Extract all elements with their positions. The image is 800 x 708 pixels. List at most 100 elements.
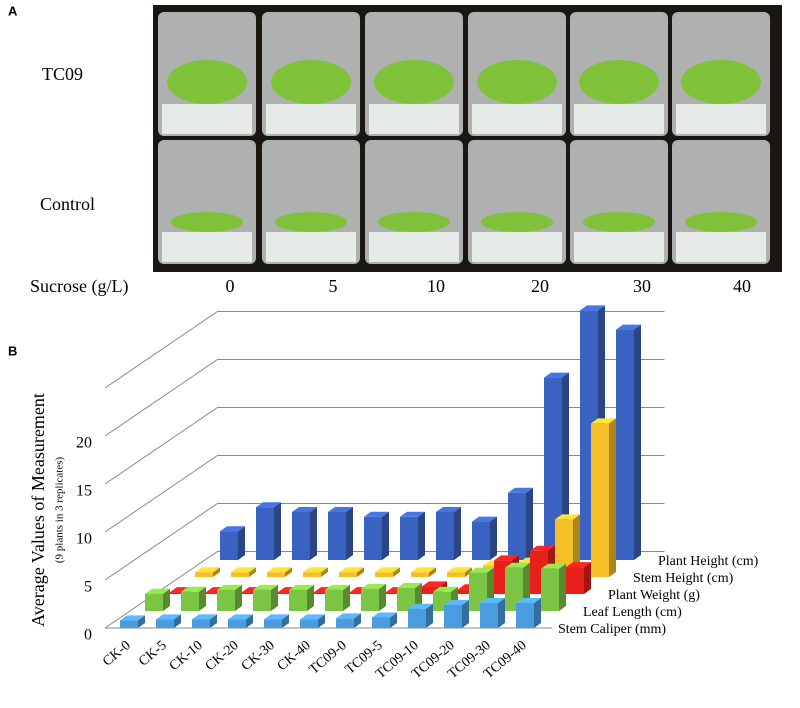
bar-top: [566, 562, 591, 568]
bar: [516, 603, 534, 628]
bar: [228, 619, 246, 628]
series-label: Plant Height (cm): [658, 554, 759, 569]
bar-side: [285, 567, 292, 577]
bar-top: [253, 584, 278, 590]
bar-side: [609, 418, 616, 577]
bar: [386, 592, 404, 594]
bar-side: [465, 567, 472, 577]
grid-line: [104, 455, 665, 533]
x-tick-label: CK-30: [239, 638, 278, 674]
bar: [170, 592, 188, 594]
x-value-label: 10: [427, 276, 445, 296]
bar-side: [559, 563, 566, 611]
bar-side: [357, 567, 364, 577]
x-tick-label: CK-10: [167, 638, 206, 674]
jar-medium: [162, 104, 252, 134]
bar-side: [490, 516, 497, 560]
y-axis-subtitle: (9 plants in 3 replicates): [54, 457, 66, 564]
bar-top: [292, 507, 317, 512]
bar-side: [199, 586, 206, 611]
jar-medium: [162, 232, 252, 262]
bar: [303, 572, 321, 577]
bar-side: [174, 614, 181, 628]
bar: [181, 591, 199, 611]
bar: [253, 589, 271, 611]
bar: [566, 567, 584, 594]
bar-top: [472, 516, 497, 522]
bar-top: [217, 584, 242, 590]
bar: [364, 516, 382, 560]
bar-top: [555, 514, 580, 520]
y-tick-label: 0: [84, 627, 92, 644]
bar: [267, 572, 285, 577]
grid-line: [104, 311, 665, 389]
bar-side: [426, 603, 433, 628]
bar: [447, 572, 465, 577]
jar-medium: [472, 232, 562, 262]
bar-top: [444, 599, 469, 605]
bar-side: [235, 584, 242, 611]
bar: [458, 589, 476, 594]
jar-medium: [266, 104, 356, 134]
bar: [195, 572, 213, 577]
plantlets: [681, 60, 761, 104]
x-tick-label: CK-20: [203, 638, 242, 674]
bar-side: [318, 614, 325, 628]
bar: [544, 377, 562, 560]
bar-top: [328, 507, 353, 512]
bar-side: [634, 324, 641, 560]
x-value-label: 30: [633, 276, 651, 296]
bar-side: [534, 598, 541, 628]
bar-top: [616, 324, 641, 330]
bar-top: [494, 555, 519, 561]
bar: [400, 516, 418, 560]
bar-top: [303, 567, 328, 573]
bar-top: [400, 511, 425, 517]
bar-side: [584, 562, 591, 594]
bar: [375, 572, 393, 577]
series-label: Leaf Length (cm): [583, 605, 682, 620]
bar-side: [310, 507, 317, 560]
bar: [217, 589, 235, 611]
plantlets: [271, 60, 351, 104]
bar: [264, 619, 282, 628]
grid-line: [104, 359, 665, 437]
plantlets: [275, 212, 347, 232]
bar: [555, 519, 573, 577]
x-value-label: 40: [733, 276, 751, 296]
bar-top: [541, 563, 566, 569]
plantlets: [477, 60, 557, 104]
bar-side: [462, 599, 469, 628]
bar: [314, 592, 332, 594]
y-tick-label: 10: [76, 531, 92, 548]
jar-medium: [266, 232, 356, 262]
x-tick-label: CK-5: [136, 638, 169, 669]
bar-side: [210, 614, 217, 628]
bar-top: [195, 567, 220, 573]
bar: [120, 620, 138, 628]
x-value-label: 20: [531, 276, 549, 296]
plantlets: [481, 212, 553, 232]
bar-side: [271, 584, 278, 611]
bar: [278, 592, 296, 594]
bar-top: [408, 603, 433, 609]
plantlets: [167, 60, 247, 104]
bar-top: [120, 615, 145, 621]
bar-side: [390, 612, 397, 628]
plantlets: [378, 212, 450, 232]
bar: [231, 572, 249, 577]
bar-side: [307, 584, 314, 611]
bar-top: [433, 586, 458, 592]
jar-medium: [676, 104, 766, 134]
jar-medium: [369, 104, 459, 134]
bar: [591, 423, 609, 577]
jar-medium: [676, 232, 766, 262]
bar-top: [256, 502, 281, 508]
row-label: TC09: [42, 64, 83, 84]
bar-side: [393, 567, 400, 577]
bar-top: [228, 614, 253, 620]
bar: [616, 329, 634, 560]
jar-medium: [472, 104, 562, 134]
grid-line: [104, 407, 665, 485]
